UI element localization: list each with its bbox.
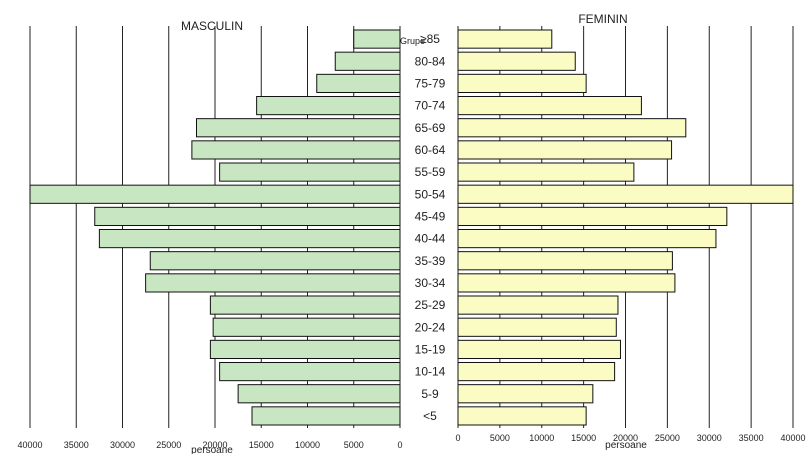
tick-label-left: 25000 <box>156 440 181 450</box>
tick-label-left: 10000 <box>295 440 320 450</box>
tick-label-left: 20000 <box>202 440 227 450</box>
age-group-label: 80-84 <box>415 54 446 68</box>
bar-male <box>334 51 401 71</box>
bar-male <box>209 339 401 360</box>
bar-female <box>457 73 587 94</box>
left-axis-label: persoane <box>191 445 233 454</box>
bar-female <box>457 118 687 138</box>
tick-label-right: 20000 <box>613 433 638 443</box>
bar-male <box>94 206 401 227</box>
age-group-label: ≥85 <box>420 32 440 46</box>
bar-female <box>457 95 642 116</box>
age-groups-header: Grupe <box>400 36 425 46</box>
bar-male <box>196 118 401 138</box>
age-group-label: 55-59 <box>415 165 446 179</box>
bar-female <box>457 295 619 315</box>
bar-male <box>256 95 401 116</box>
bar-female <box>457 384 594 404</box>
age-group-label: 75-79 <box>415 76 446 90</box>
age-group-label: 45-49 <box>415 209 446 223</box>
bar-female <box>457 251 673 271</box>
bar-female <box>457 162 635 182</box>
tick-label-left: 0 <box>397 440 402 450</box>
tick-label-right: 30000 <box>697 433 722 443</box>
bar-female <box>457 339 621 360</box>
bar-female <box>457 361 616 382</box>
left-gridlines <box>29 26 401 428</box>
age-group-label: 15-19 <box>415 342 446 356</box>
bar-male <box>251 406 401 426</box>
female-title: FEMININ <box>578 12 627 26</box>
bar-male <box>219 361 401 382</box>
tick-label-left: 40000 <box>17 440 42 450</box>
tick-label-right: 40000 <box>780 433 805 443</box>
age-group-label: 25-29 <box>415 298 446 312</box>
bar-male <box>149 251 401 271</box>
bar-female <box>457 273 676 293</box>
bar-female <box>457 184 794 204</box>
age-group-label: 70-74 <box>415 99 446 113</box>
female-bars <box>457 29 794 426</box>
bar-female <box>457 206 728 227</box>
male-title: MASCULIN <box>181 19 243 33</box>
bar-female <box>457 140 673 160</box>
tick-label-right: 35000 <box>739 433 764 443</box>
age-group-label: 50-54 <box>415 187 446 201</box>
age-group-label: 40-44 <box>415 232 446 246</box>
tick-label-right: 10000 <box>529 433 554 443</box>
tick-label-right: 5000 <box>490 433 510 443</box>
tick-label-right: 15000 <box>571 433 596 443</box>
bar-male <box>191 140 401 160</box>
bar-male <box>29 184 401 204</box>
tick-label-left: 30000 <box>110 440 135 450</box>
bar-female <box>457 317 617 337</box>
age-group-label: 35-39 <box>415 254 446 268</box>
age-group-label: 65-69 <box>415 121 446 135</box>
bar-male <box>353 29 401 49</box>
bar-female <box>457 51 576 71</box>
age-group-label: 5-9 <box>421 387 439 401</box>
tick-label-left: 15000 <box>249 440 274 450</box>
age-group-label: 30-34 <box>415 276 446 290</box>
bar-female <box>457 29 553 49</box>
tick-label-right: 0 <box>455 433 460 443</box>
left-tick-labels: 40000 35000 30000 25000 20000 15000 10000 5000 0 <box>17 440 402 450</box>
bar-male <box>145 273 401 293</box>
male-bars <box>29 29 401 426</box>
right-tick-labels: 0 5000 10000 15000 20000 25000 30000 35000 40000 <box>455 433 805 443</box>
bar-male <box>209 295 401 315</box>
bar-female <box>457 228 717 249</box>
bar-male <box>316 73 401 94</box>
bar-female <box>457 406 587 426</box>
bar-male <box>212 317 401 337</box>
age-group-label: 10-14 <box>415 365 446 379</box>
age-group-labels: <5 5-9 10-14 15-19 20-24 25-29 30-34 35-39 40-44… <box>415 32 446 423</box>
right-axis-label: persoane <box>605 440 647 451</box>
tick-label-right: 25000 <box>655 433 680 443</box>
bar-male <box>98 228 401 249</box>
tick-label-left: 35000 <box>64 440 89 450</box>
bar-male <box>237 384 401 404</box>
bar-male <box>219 162 401 182</box>
age-group-label: 20-24 <box>415 320 446 334</box>
age-group-label: 60-64 <box>415 143 446 157</box>
tick-label-left: 5000 <box>344 440 364 450</box>
age-group-label: <5 <box>423 409 437 423</box>
